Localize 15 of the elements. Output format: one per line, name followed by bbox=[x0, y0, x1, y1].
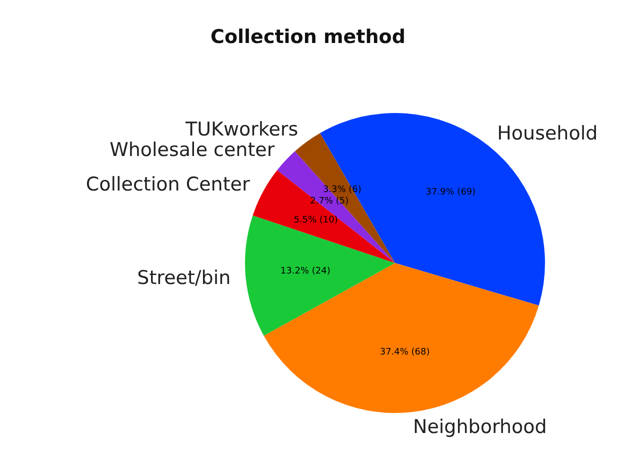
pie-slice bbox=[252, 170, 395, 263]
slice-label: Collection Center bbox=[86, 174, 250, 196]
data-label: 5.5% (10) bbox=[294, 215, 338, 226]
data-label: 13.2% (24) bbox=[280, 266, 330, 276]
slice-label: Neighborhood bbox=[413, 416, 547, 438]
slice-label: Street/bin bbox=[137, 267, 231, 290]
slice-label: Household bbox=[497, 122, 598, 144]
pie-slice bbox=[245, 216, 395, 336]
pie-slice bbox=[264, 263, 539, 413]
data-label: 37.4% (68) bbox=[380, 347, 430, 358]
data-label: 37.9% (69) bbox=[426, 187, 476, 198]
pie-slice bbox=[277, 151, 395, 263]
slice-label: Wholesale center bbox=[110, 139, 275, 162]
chart-title: Collection method bbox=[210, 26, 406, 48]
slice-label: TUKworkers bbox=[184, 118, 298, 140]
